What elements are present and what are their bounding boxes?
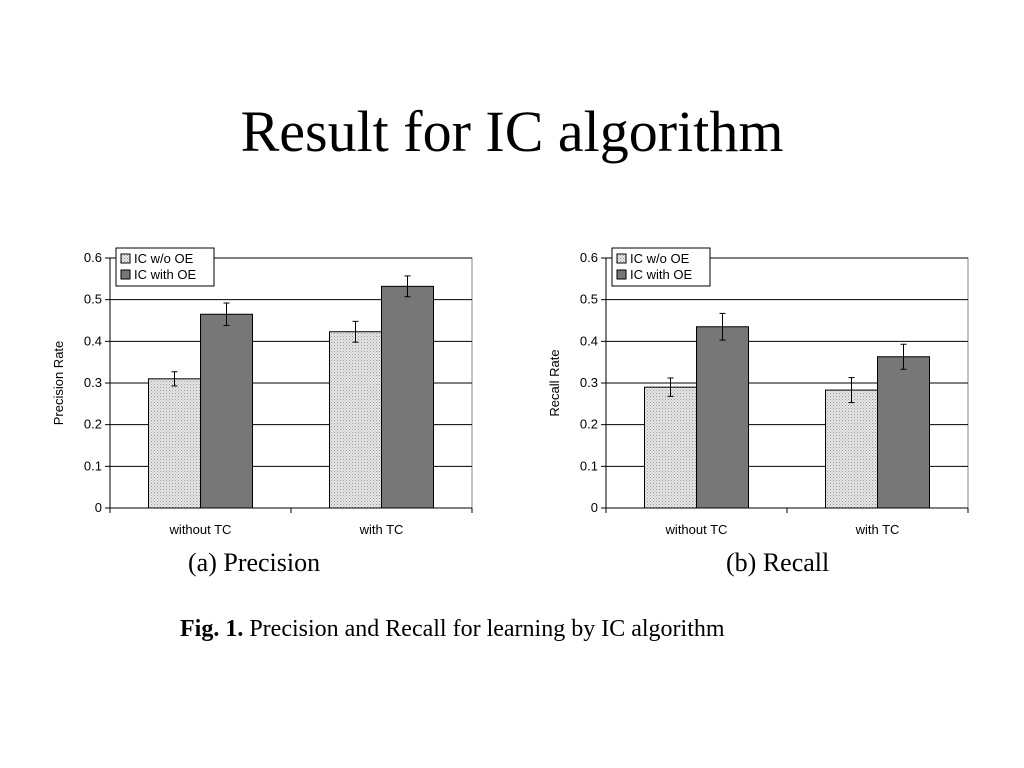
- x-tick-label: without TC: [169, 522, 232, 537]
- y-tick-label: 0.2: [580, 417, 598, 432]
- bar: [696, 326, 749, 509]
- legend-label: IC w/o OE: [630, 251, 690, 266]
- legend-box: [115, 247, 215, 287]
- bar: [200, 313, 253, 509]
- bar: [644, 386, 697, 509]
- caption-precision: (a) Precision: [188, 548, 321, 577]
- bar: [381, 285, 434, 509]
- y-axis-label: Precision Rate: [51, 341, 66, 426]
- y-tick-label: 0.6: [580, 250, 598, 265]
- y-tick-label: 0.3: [580, 375, 598, 390]
- slide-title: Result for IC algorithm: [240, 99, 784, 164]
- bar: [148, 378, 201, 509]
- y-tick-label: 0.5: [580, 292, 598, 307]
- y-axis-label: Recall Rate: [547, 349, 562, 416]
- legend-label: IC w/o OE: [134, 251, 194, 266]
- bar: [877, 356, 930, 509]
- legend-label: IC with OE: [630, 267, 692, 282]
- x-tick-label: with TC: [359, 522, 404, 537]
- y-tick-label: 0: [591, 500, 598, 515]
- legend-swatch: [616, 269, 627, 280]
- bar: [329, 331, 382, 509]
- legend-label: IC with OE: [134, 267, 196, 282]
- y-tick-label: 0.3: [84, 375, 102, 390]
- y-tick-label: 0.4: [84, 333, 102, 348]
- precision-chart: 0 0.1 0.2 0.3 0.4 0.5 0.6 without TC with TC Prec…: [51, 247, 473, 537]
- y-tick-label: 0: [95, 500, 102, 515]
- x-tick-label: with TC: [855, 522, 900, 537]
- y-tick-label: 0.1: [84, 458, 102, 473]
- legend-swatch: [120, 269, 131, 280]
- figure-caption-text: Precision and Recall for learning by IC …: [243, 616, 725, 642]
- y-tick-label: 0.1: [580, 458, 598, 473]
- bar: [825, 389, 878, 509]
- y-tick-label: 0.6: [84, 250, 102, 265]
- legend-box: [611, 247, 711, 287]
- y-tick-label: 0.2: [84, 417, 102, 432]
- caption-recall: (b) Recall: [726, 548, 830, 577]
- recall-chart: 0 0.1 0.2 0.3 0.4 0.5 0.6 without TC with TC Reca…: [547, 247, 969, 537]
- y-tick-label: 0.5: [84, 292, 102, 307]
- figure-label: Fig. 1.: [180, 616, 244, 642]
- legend-swatch: [616, 253, 627, 264]
- y-tick-label: 0.4: [580, 333, 598, 348]
- x-tick-label: without TC: [665, 522, 728, 537]
- legend-swatch: [120, 253, 131, 264]
- figure-caption: Fig. 1. Precision and Recall for learnin…: [180, 616, 725, 643]
